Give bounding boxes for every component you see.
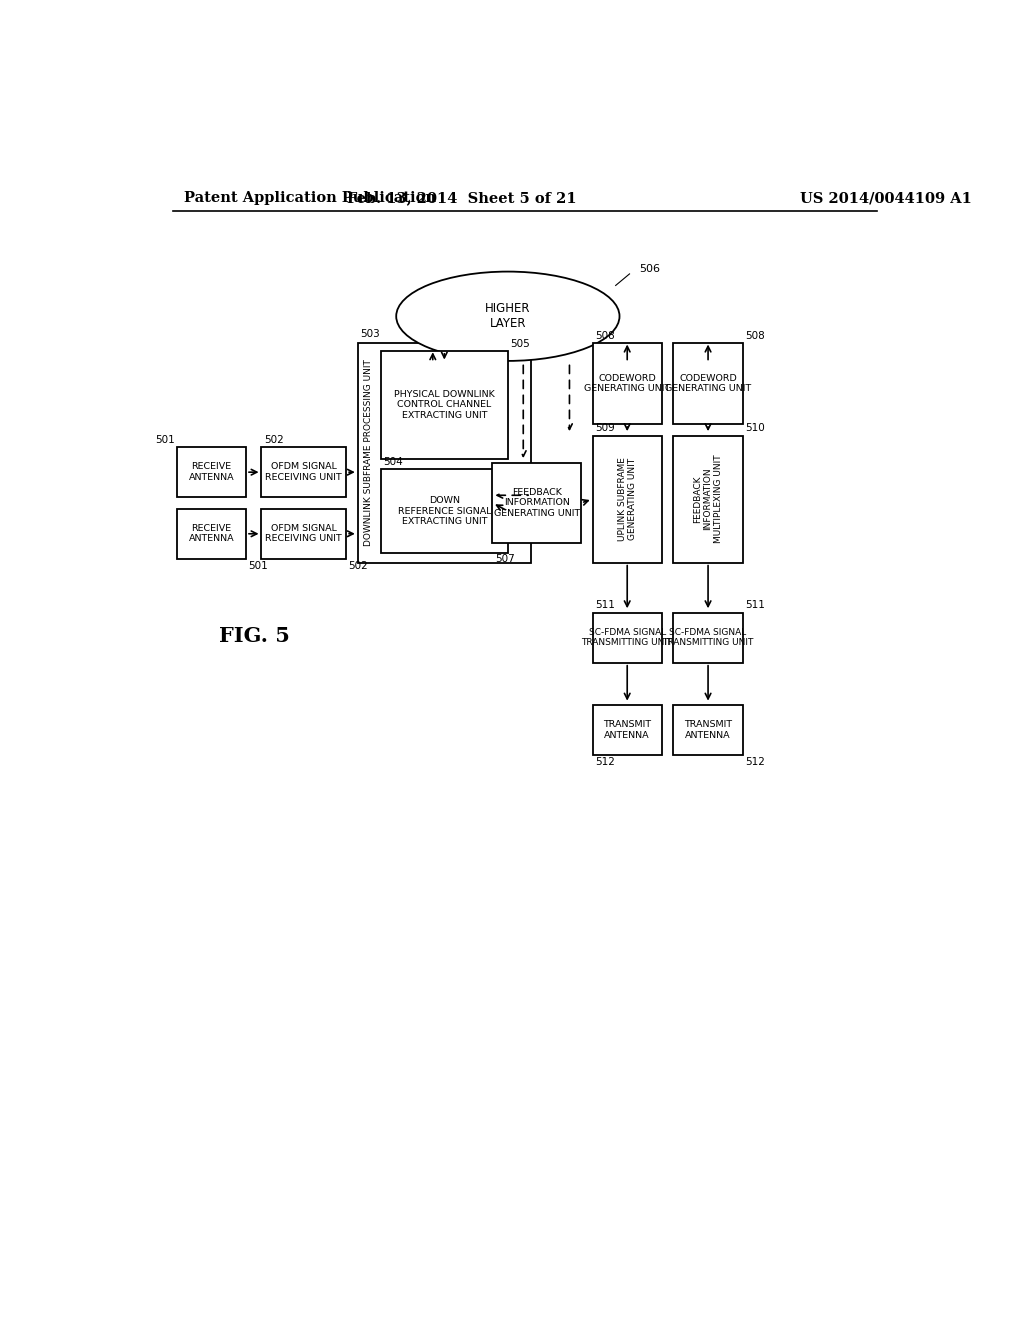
Text: 512: 512: [595, 758, 614, 767]
Text: DOWN
REFERENCE SIGNAL
EXTRACTING UNIT: DOWN REFERENCE SIGNAL EXTRACTING UNIT: [397, 496, 492, 525]
Bar: [593, 612, 662, 663]
Text: UPLINK SUBFRAME
GENERATING UNIT: UPLINK SUBFRAME GENERATING UNIT: [617, 457, 637, 541]
Text: 503: 503: [360, 330, 380, 339]
Text: SC-FDMA SIGNAL
TRANSMITTING UNIT: SC-FDMA SIGNAL TRANSMITTING UNIT: [582, 628, 673, 647]
Text: 502: 502: [264, 434, 284, 445]
Text: FEEDBACK
INFORMATION
MULTIPLEXING UNIT: FEEDBACK INFORMATION MULTIPLEXING UNIT: [693, 455, 723, 544]
Text: 511: 511: [595, 601, 614, 610]
Text: RECEIVE
ANTENNA: RECEIVE ANTENNA: [188, 462, 234, 482]
Text: SC-FDMA SIGNAL
TRANSMITTING UNIT: SC-FDMA SIGNAL TRANSMITTING UNIT: [663, 628, 754, 647]
Bar: [674, 343, 742, 424]
Text: 510: 510: [745, 424, 765, 433]
Bar: [593, 436, 662, 562]
Text: 501: 501: [249, 561, 268, 572]
Bar: [357, 343, 531, 562]
Text: 502: 502: [348, 561, 369, 572]
Text: 508: 508: [745, 331, 765, 341]
Bar: [261, 447, 346, 498]
Text: PHYSICAL DOWNLINK
CONTROL CHANNEL
EXTRACTING UNIT: PHYSICAL DOWNLINK CONTROL CHANNEL EXTRAC…: [394, 389, 495, 420]
Bar: [493, 462, 581, 544]
Text: DOWNLINK SUBFRAME PROCESSING UNIT: DOWNLINK SUBFRAME PROCESSING UNIT: [364, 359, 373, 546]
Bar: [674, 612, 742, 663]
Text: 509: 509: [595, 424, 614, 433]
Bar: [674, 436, 742, 562]
Text: OFDM SIGNAL
RECEIVING UNIT: OFDM SIGNAL RECEIVING UNIT: [265, 462, 342, 482]
Text: TRANSMIT
ANTENNA: TRANSMIT ANTENNA: [603, 721, 651, 739]
Text: TRANSMIT
ANTENNA: TRANSMIT ANTENNA: [684, 721, 732, 739]
Bar: [381, 470, 508, 553]
Bar: [177, 447, 246, 498]
Text: Feb. 13, 2014  Sheet 5 of 21: Feb. 13, 2014 Sheet 5 of 21: [347, 191, 577, 206]
Bar: [177, 508, 246, 558]
Text: Patent Application Publication: Patent Application Publication: [184, 191, 436, 206]
Text: 504: 504: [383, 457, 402, 467]
Text: 512: 512: [745, 758, 765, 767]
Text: 507: 507: [495, 554, 514, 564]
Ellipse shape: [396, 272, 620, 360]
Bar: [593, 343, 662, 424]
Text: 505: 505: [510, 339, 530, 348]
Text: CODEWORD
GENERATING UNIT: CODEWORD GENERATING UNIT: [584, 374, 671, 393]
Bar: [261, 508, 346, 558]
Text: CODEWORD
GENERATING UNIT: CODEWORD GENERATING UNIT: [665, 374, 752, 393]
Text: HIGHER
LAYER: HIGHER LAYER: [485, 302, 530, 330]
Text: US 2014/0044109 A1: US 2014/0044109 A1: [801, 191, 973, 206]
Text: 511: 511: [745, 601, 765, 610]
Text: FIG. 5: FIG. 5: [219, 626, 290, 645]
Text: RECEIVE
ANTENNA: RECEIVE ANTENNA: [188, 524, 234, 544]
Bar: [381, 351, 508, 459]
Text: 508: 508: [595, 331, 614, 341]
Text: 501: 501: [155, 434, 174, 445]
Bar: [593, 705, 662, 755]
Text: 506: 506: [639, 264, 659, 275]
Text: OFDM SIGNAL
RECEIVING UNIT: OFDM SIGNAL RECEIVING UNIT: [265, 524, 342, 544]
Bar: [674, 705, 742, 755]
Text: FEEDBACK
INFORMATION
GENERATING UNIT: FEEDBACK INFORMATION GENERATING UNIT: [494, 488, 580, 517]
